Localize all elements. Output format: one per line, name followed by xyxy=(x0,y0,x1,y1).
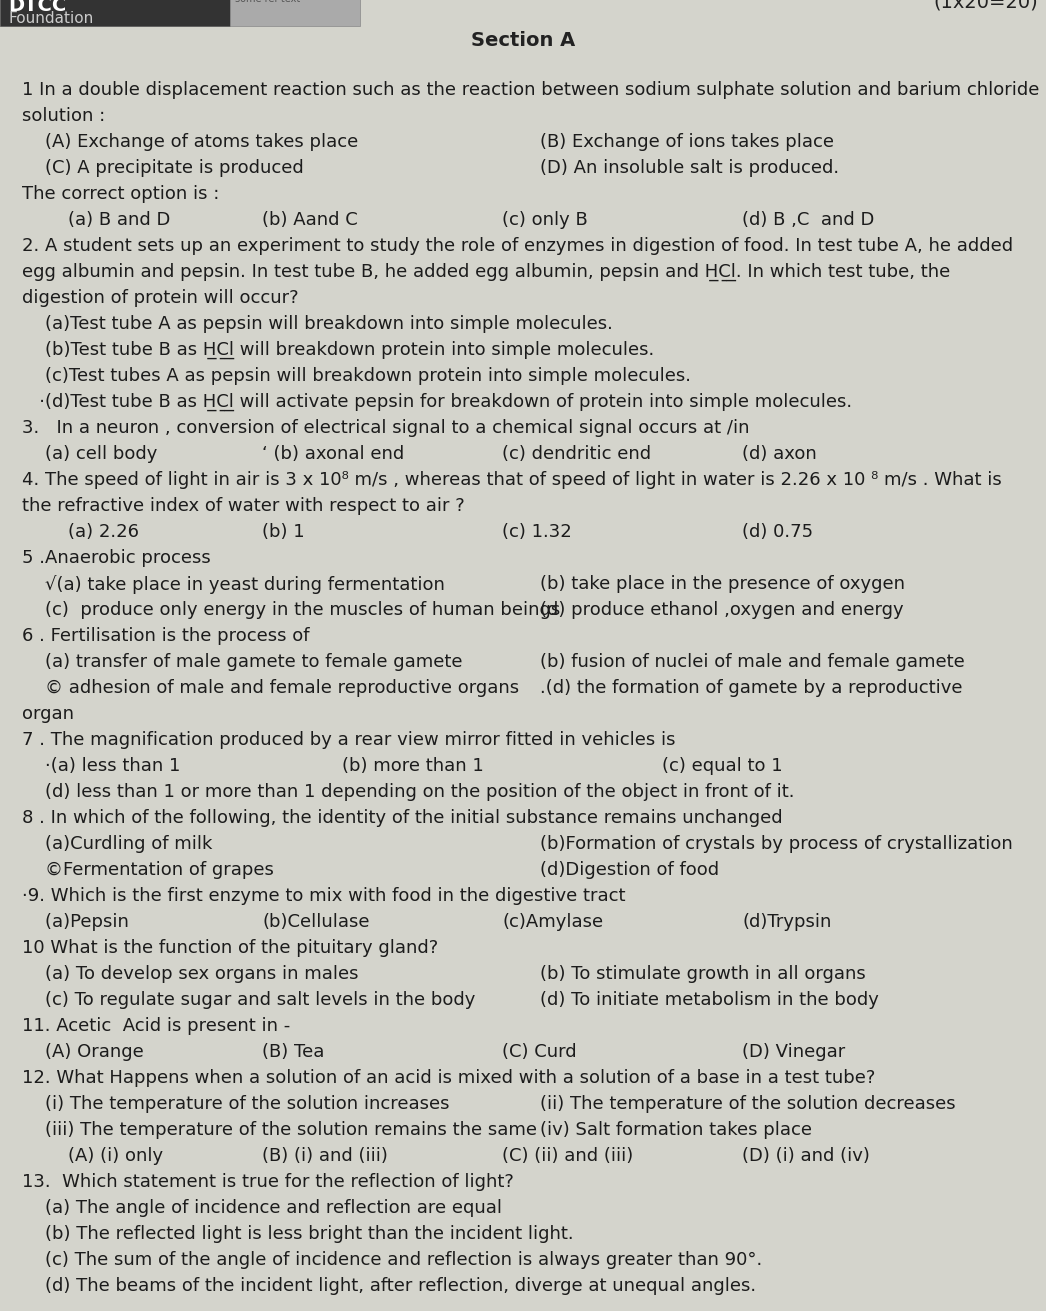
Text: (a) 2.26: (a) 2.26 xyxy=(22,523,139,541)
Text: ‘ (b) axonal end: ‘ (b) axonal end xyxy=(262,444,404,463)
Text: 10 What is the function of the pituitary gland?: 10 What is the function of the pituitary… xyxy=(22,939,438,957)
Text: (ii) The temperature of the solution decreases: (ii) The temperature of the solution dec… xyxy=(540,1095,956,1113)
Text: Section A: Section A xyxy=(471,31,575,50)
Text: organ: organ xyxy=(22,705,74,722)
Text: (b) fusion of nuclei of male and female gamete: (b) fusion of nuclei of male and female … xyxy=(540,653,964,671)
Text: 3.   In a neuron , conversion of electrical signal to a chemical signal occurs a: 3. In a neuron , conversion of electrica… xyxy=(22,420,750,437)
FancyBboxPatch shape xyxy=(230,0,360,26)
Text: © adhesion of male and female reproductive organs: © adhesion of male and female reproducti… xyxy=(22,679,519,697)
Text: The correct option is :: The correct option is : xyxy=(22,185,220,203)
Text: (d)Trypsin: (d)Trypsin xyxy=(742,912,832,931)
Text: 2. A student sets up an experiment to study the role of enzymes in digestion of : 2. A student sets up an experiment to st… xyxy=(22,237,1014,256)
Text: (iv) Salt formation takes place: (iv) Salt formation takes place xyxy=(540,1121,812,1139)
Text: (c) 1.32: (c) 1.32 xyxy=(502,523,572,541)
Text: some ref text: some ref text xyxy=(235,0,300,4)
Text: (a) cell body: (a) cell body xyxy=(22,444,157,463)
Text: (B) (i) and (iii): (B) (i) and (iii) xyxy=(262,1147,388,1165)
Text: (C) Curd: (C) Curd xyxy=(502,1044,576,1061)
Text: 12. What Happens when a solution of an acid is mixed with a solution of a base i: 12. What Happens when a solution of an a… xyxy=(22,1068,876,1087)
Text: (C) A precipitate is produced: (C) A precipitate is produced xyxy=(22,159,303,177)
Text: (A) Exchange of atoms takes place: (A) Exchange of atoms takes place xyxy=(22,132,358,151)
Text: (d) B ,C  and D: (d) B ,C and D xyxy=(742,211,874,229)
Text: (c)Test tubes A as pepsin will breakdown protein into simple molecules.: (c)Test tubes A as pepsin will breakdown… xyxy=(22,367,691,385)
Text: (A) (i) only: (A) (i) only xyxy=(22,1147,163,1165)
Text: (d)Digestion of food: (d)Digestion of food xyxy=(540,861,720,878)
Text: (B) Exchange of ions takes place: (B) Exchange of ions takes place xyxy=(540,132,834,151)
Text: (b) take place in the presence of oxygen: (b) take place in the presence of oxygen xyxy=(540,576,905,593)
Text: 6 . Fertilisation is the process of: 6 . Fertilisation is the process of xyxy=(22,627,310,645)
FancyBboxPatch shape xyxy=(0,0,230,26)
Text: digestion of protein will occur?: digestion of protein will occur? xyxy=(22,288,298,307)
Text: (d) The beams of the incident light, after reflection, diverge at unequal angles: (d) The beams of the incident light, aft… xyxy=(22,1277,756,1295)
Text: (b) 1: (b) 1 xyxy=(262,523,304,541)
Text: 1 In a double displacement reaction such as the reaction between sodium sulphate: 1 In a double displacement reaction such… xyxy=(22,81,1040,100)
Text: (d) produce ethanol ,oxygen and energy: (d) produce ethanol ,oxygen and energy xyxy=(540,600,904,619)
Text: (d) less than 1 or more than 1 depending on the position of the object in front : (d) less than 1 or more than 1 depending… xyxy=(22,783,795,801)
Text: (d) 0.75: (d) 0.75 xyxy=(742,523,813,541)
Text: (d) To initiate metabolism in the body: (d) To initiate metabolism in the body xyxy=(540,991,879,1009)
Text: (c) equal to 1: (c) equal to 1 xyxy=(662,756,782,775)
Text: ©Fermentation of grapes: ©Fermentation of grapes xyxy=(22,861,274,878)
Text: (b)Cellulase: (b)Cellulase xyxy=(262,912,369,931)
Text: 7 . The magnification produced by a rear view mirror fitted in vehicles is: 7 . The magnification produced by a rear… xyxy=(22,732,676,749)
Text: (d) axon: (d) axon xyxy=(742,444,817,463)
Text: (1x20=20): (1x20=20) xyxy=(933,0,1038,12)
Text: (a) The angle of incidence and reflection are equal: (a) The angle of incidence and reflectio… xyxy=(22,1200,502,1217)
Text: DTCC: DTCC xyxy=(8,0,66,14)
Text: (b)Formation of crystals by process of crystallization: (b)Formation of crystals by process of c… xyxy=(540,835,1013,853)
Text: (D) An insoluble salt is produced.: (D) An insoluble salt is produced. xyxy=(540,159,839,177)
Text: (c) dendritic end: (c) dendritic end xyxy=(502,444,651,463)
Text: (c) To regulate sugar and salt levels in the body: (c) To regulate sugar and salt levels in… xyxy=(22,991,475,1009)
Text: 5 .Anaerobic process: 5 .Anaerobic process xyxy=(22,549,210,566)
Text: (D) Vinegar: (D) Vinegar xyxy=(742,1044,845,1061)
Text: (a) To develop sex organs in males: (a) To develop sex organs in males xyxy=(22,965,359,983)
Text: 13.  Which statement is true for the reflection of light?: 13. Which statement is true for the refl… xyxy=(22,1173,514,1190)
Text: (a) B and D: (a) B and D xyxy=(22,211,170,229)
Text: solution :: solution : xyxy=(22,108,106,125)
Text: (b) more than 1: (b) more than 1 xyxy=(342,756,483,775)
Text: (c) only B: (c) only B xyxy=(502,211,588,229)
Text: √(a) take place in yeast during fermentation: √(a) take place in yeast during fermenta… xyxy=(22,576,445,594)
Text: the refractive index of water with respect to air ?: the refractive index of water with respe… xyxy=(22,497,464,515)
Text: (c) The sum of the angle of incidence and reflection is always greater than 90°.: (c) The sum of the angle of incidence an… xyxy=(22,1251,763,1269)
Text: (i) The temperature of the solution increases: (i) The temperature of the solution incr… xyxy=(22,1095,450,1113)
Text: (iii) The temperature of the solution remains the same: (iii) The temperature of the solution re… xyxy=(22,1121,537,1139)
Text: ·9. Which is the first enzyme to mix with food in the digestive tract: ·9. Which is the first enzyme to mix wit… xyxy=(22,888,626,905)
Text: (C) (ii) and (iii): (C) (ii) and (iii) xyxy=(502,1147,633,1165)
Text: (B) Tea: (B) Tea xyxy=(262,1044,324,1061)
Text: (b) The reflected light is less bright than the incident light.: (b) The reflected light is less bright t… xyxy=(22,1224,573,1243)
Text: (b) Aand C: (b) Aand C xyxy=(262,211,358,229)
Text: (b) To stimulate growth in all organs: (b) To stimulate growth in all organs xyxy=(540,965,866,983)
Text: (a)Test tube A as pepsin will breakdown into simple molecules.: (a)Test tube A as pepsin will breakdown … xyxy=(22,315,613,333)
Text: 11. Acetic  Acid is present in -: 11. Acetic Acid is present in - xyxy=(22,1017,290,1034)
Text: ·(a) less than 1: ·(a) less than 1 xyxy=(22,756,180,775)
Text: (b)Test tube B as H̲C̲l̲ will breakdown protein into simple molecules.: (b)Test tube B as H̲C̲l̲ will breakdown … xyxy=(22,341,654,359)
Text: Foundation: Foundation xyxy=(8,10,93,26)
Text: (a) transfer of male gamete to female gamete: (a) transfer of male gamete to female ga… xyxy=(22,653,462,671)
Text: 4. The speed of light in air is 3 x 10⁸ m/s , whereas that of speed of light in : 4. The speed of light in air is 3 x 10⁸ … xyxy=(22,471,1002,489)
Text: (c)  produce only energy in the muscles of human beings: (c) produce only energy in the muscles o… xyxy=(22,600,561,619)
Text: (c)Amylase: (c)Amylase xyxy=(502,912,604,931)
Text: egg albumin and pepsin. In test tube B, he added egg albumin, pepsin and H̲C̲l̲.: egg albumin and pepsin. In test tube B, … xyxy=(22,264,950,282)
Text: .(d) the formation of gamete by a reproductive: .(d) the formation of gamete by a reprod… xyxy=(540,679,962,697)
Text: (a)Curdling of milk: (a)Curdling of milk xyxy=(22,835,212,853)
Text: ·(d)Test tube B as H̲C̲l̲ will activate pepsin for breakdown of protein into sim: ·(d)Test tube B as H̲C̲l̲ will activate … xyxy=(22,393,852,412)
Text: (D) (i) and (iv): (D) (i) and (iv) xyxy=(742,1147,870,1165)
Text: (A) Orange: (A) Orange xyxy=(22,1044,143,1061)
Text: 8 . In which of the following, the identity of the initial substance remains unc: 8 . In which of the following, the ident… xyxy=(22,809,782,827)
Text: (a)Pepsin: (a)Pepsin xyxy=(22,912,129,931)
